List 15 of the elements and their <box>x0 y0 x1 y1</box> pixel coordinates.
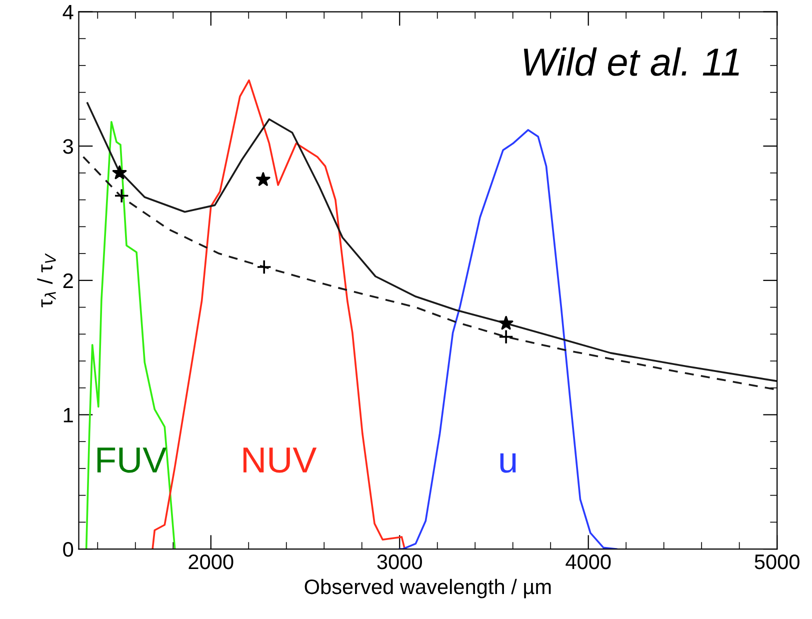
x-axis-title: Observed wavelength / µm <box>304 578 551 598</box>
x-tick-label: 5000 <box>754 554 800 570</box>
y-tick-label: 1 <box>64 408 73 422</box>
y-tick-label: 0 <box>63 542 74 557</box>
series-label: u <box>500 453 516 473</box>
y-tick-label: 3 <box>63 139 73 154</box>
x-tick-label: 3000 <box>377 554 422 570</box>
series-label: FUV <box>97 448 167 473</box>
x-tick-label: 2000 <box>188 554 234 570</box>
x-tick-label: 4000 <box>566 554 611 570</box>
y-axis-title: τ$_{λ}$ / τ$_{V}$ <box>37 253 56 308</box>
series-label: NUV <box>243 448 317 473</box>
y-tick-label: 4 <box>62 4 74 20</box>
annotation: Wild et al. 11 <box>524 47 739 76</box>
y-tick-label: 2 <box>63 273 73 288</box>
